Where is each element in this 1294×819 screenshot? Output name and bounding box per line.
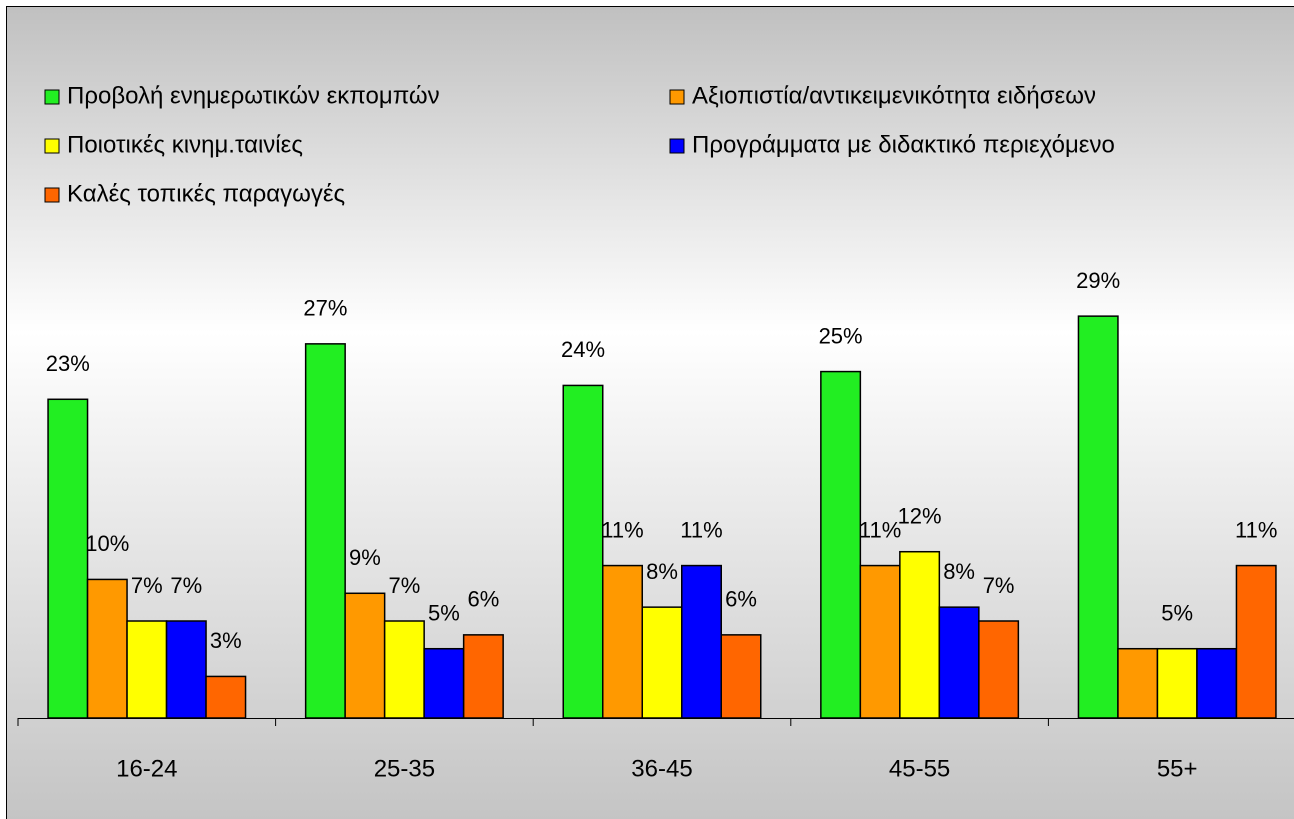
data-label: 5%	[1161, 601, 1193, 626]
x-tick-label: 25-35	[374, 755, 435, 782]
bar	[47, 398, 89, 719]
bar	[126, 620, 168, 719]
bar	[562, 384, 604, 719]
data-label: 24%	[561, 337, 605, 362]
data-label: 29%	[1076, 268, 1120, 293]
data-label: 6%	[725, 587, 757, 612]
data-label: 7%	[983, 573, 1015, 598]
bar	[1156, 647, 1198, 719]
bar	[938, 606, 980, 719]
data-label: 11%	[859, 517, 901, 542]
bar	[978, 620, 1020, 719]
x-tick-label: 36-45	[631, 755, 692, 782]
data-label: 25%	[819, 323, 863, 348]
data-label: 8%	[646, 559, 678, 584]
bar	[383, 620, 425, 719]
legend-swatch	[669, 89, 685, 105]
x-tick-label: 45-55	[889, 755, 950, 782]
bar	[681, 564, 722, 719]
bar	[86, 578, 128, 719]
legend-swatch	[44, 138, 60, 154]
bar	[462, 634, 504, 719]
bar	[899, 550, 941, 719]
data-label: 7%	[131, 573, 163, 598]
bar	[720, 634, 762, 719]
bar	[859, 564, 901, 719]
legend-label: Καλές τοπικές παραγωγές	[67, 180, 345, 207]
bar	[1235, 564, 1277, 719]
data-label: 11%	[1235, 517, 1277, 542]
bar	[602, 564, 643, 719]
data-label: 6%	[468, 587, 500, 612]
legend-swatch	[44, 187, 60, 203]
bar	[344, 592, 386, 719]
data-label: 23%	[46, 351, 90, 376]
data-label: 27%	[303, 296, 347, 321]
legend-swatch	[669, 138, 685, 154]
data-label: 10%	[85, 531, 129, 556]
bar	[641, 606, 683, 719]
data-label: 11%	[680, 517, 722, 542]
legend-swatch	[44, 89, 60, 105]
data-label: 3%	[210, 628, 242, 653]
data-label: 7%	[170, 573, 202, 598]
bar	[820, 370, 862, 719]
legend-label: Προγράμματα με διδακτικό περιεχόμενο	[692, 131, 1115, 158]
bar	[304, 343, 346, 719]
bar	[1196, 647, 1238, 719]
bar	[423, 647, 465, 719]
bar	[165, 620, 207, 719]
data-label: 5%	[428, 601, 460, 626]
x-tick-label: 55+	[1157, 755, 1198, 782]
bar	[1117, 647, 1159, 719]
bar	[205, 675, 247, 719]
legend-label: Αξιοπιστία/αντικειμενικότητα ειδήσεων	[692, 82, 1096, 109]
legend-label: Ποιοτικές κινημ.ταινίες	[67, 131, 303, 158]
bar	[1077, 315, 1119, 719]
data-label: 9%	[349, 545, 381, 570]
data-label: 7%	[389, 573, 421, 598]
legend-label: Προβολή ενημερωτικών εκπομπών	[67, 82, 440, 109]
data-label: 12%	[898, 504, 942, 529]
data-label: 8%	[943, 559, 975, 584]
data-label: 11%	[601, 517, 643, 542]
x-tick-label: 16-24	[116, 755, 177, 782]
